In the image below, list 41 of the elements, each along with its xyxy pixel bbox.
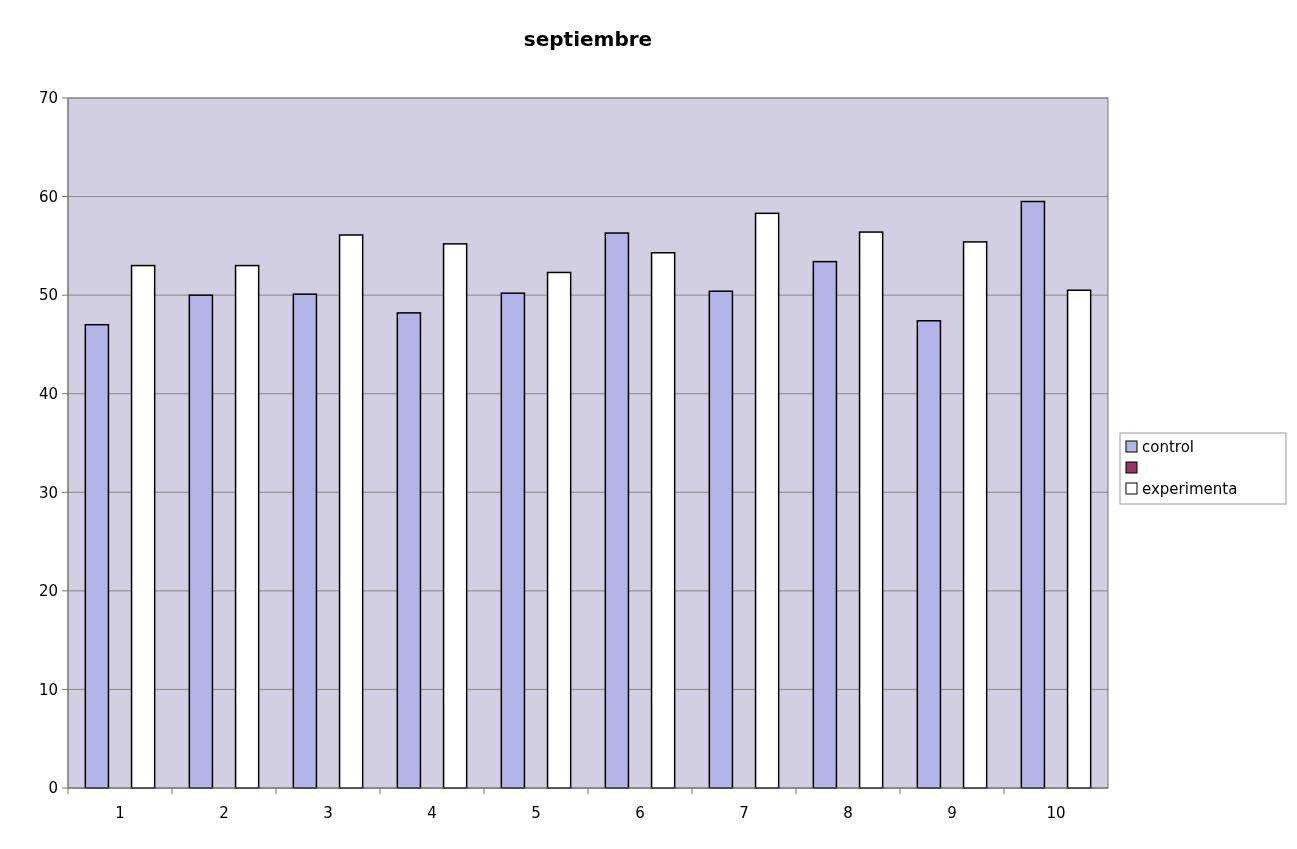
bar bbox=[650, 252, 676, 789]
y-tick-label: 0 bbox=[48, 779, 58, 798]
y-tick-label: 40 bbox=[38, 384, 58, 403]
x-tick-label: 10 bbox=[1046, 804, 1066, 822]
y-tick-label: 10 bbox=[38, 680, 58, 699]
bar bbox=[962, 241, 988, 789]
bar bbox=[500, 292, 526, 789]
bar bbox=[396, 312, 422, 789]
bar bbox=[234, 264, 260, 789]
x-tick-label: 4 bbox=[427, 804, 437, 822]
bar bbox=[546, 271, 572, 789]
bar bbox=[1020, 200, 1046, 789]
chart-title: septiembre bbox=[523, 27, 653, 51]
x-tick-label: 2 bbox=[219, 804, 229, 822]
bar bbox=[916, 320, 942, 789]
y-tick-label: 30 bbox=[38, 483, 58, 502]
x-tick-label: 8 bbox=[843, 804, 853, 822]
bar bbox=[292, 293, 318, 789]
bar bbox=[1066, 289, 1092, 789]
bar bbox=[188, 294, 214, 789]
y-tick-label: 60 bbox=[38, 187, 58, 206]
x-tick-label: 7 bbox=[739, 804, 749, 822]
bar bbox=[442, 243, 468, 789]
x-tick-label: 6 bbox=[635, 804, 645, 822]
bar bbox=[84, 323, 110, 789]
bar bbox=[812, 260, 838, 789]
bar bbox=[130, 264, 156, 789]
bar bbox=[708, 290, 734, 789]
legend-label: experimenta bbox=[1142, 480, 1238, 499]
x-tick-label: 5 bbox=[531, 804, 541, 822]
bar bbox=[754, 212, 780, 789]
y-tick-label: 50 bbox=[38, 286, 58, 305]
bar bbox=[338, 234, 364, 789]
x-tick-label: 3 bbox=[323, 804, 333, 822]
legend-label: control bbox=[1142, 438, 1194, 457]
bar bbox=[858, 231, 884, 789]
y-tick-label: 70 bbox=[38, 89, 58, 108]
x-tick-label: 9 bbox=[947, 804, 957, 822]
x-tick-label: 1 bbox=[115, 804, 125, 822]
bar bbox=[604, 232, 630, 789]
y-tick-label: 20 bbox=[38, 582, 58, 601]
